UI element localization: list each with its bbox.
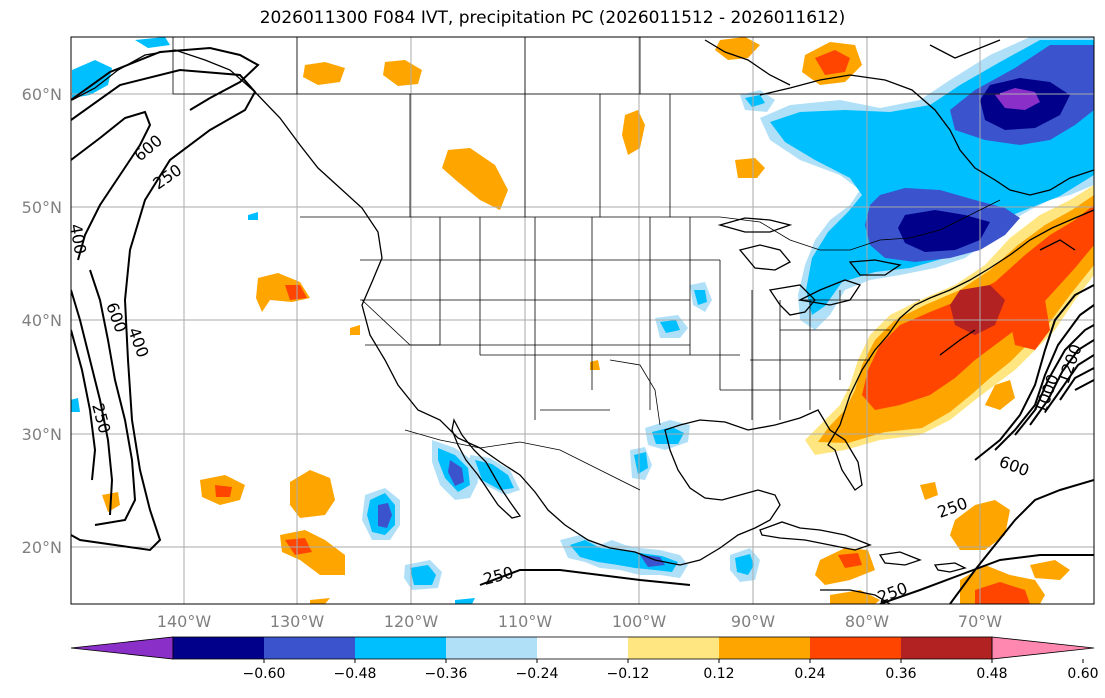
lon-label-80: 80°W bbox=[845, 612, 889, 631]
colorbar-swatch bbox=[628, 637, 720, 659]
colorbar-tick-label: −0.12 bbox=[607, 666, 650, 682]
lon-label-70: 70°W bbox=[958, 612, 1002, 631]
colorbar-swatch bbox=[355, 637, 447, 659]
lon-label-90: 90°W bbox=[731, 612, 775, 631]
colorbar-tick-label: 0.36 bbox=[885, 666, 916, 682]
colorbar: −0.60 −0.48 −0.36 −0.24 −0.12 0.12 0.24 0.36 0.4… bbox=[70, 636, 1099, 682]
colorbar-swatch bbox=[719, 637, 811, 659]
map-frame bbox=[70, 36, 1095, 605]
colorbar-swatch bbox=[264, 637, 356, 659]
precip-negative-northeast bbox=[760, 37, 1094, 330]
colorbar-tick-label: 0.24 bbox=[794, 666, 825, 682]
colorbar-extend-low bbox=[70, 636, 174, 660]
lat-label-50: 50°N bbox=[22, 198, 62, 217]
colorbar-swatch bbox=[446, 637, 538, 659]
colorbar-tick-label: −0.60 bbox=[243, 666, 286, 682]
colorbar-swatch bbox=[810, 637, 902, 659]
colorbar-tick-label: −0.36 bbox=[425, 666, 468, 682]
colorbar-extend-high bbox=[991, 636, 1095, 660]
lat-label-20: 20°N bbox=[22, 538, 62, 557]
lat-label-40: 40°N bbox=[22, 311, 62, 330]
latitude-labels: 60°N 50°N 40°N 30°N 20°N bbox=[22, 85, 62, 557]
lon-label-110: 110°W bbox=[498, 612, 553, 631]
political-borders bbox=[172, 37, 1001, 491]
lat-label-30: 30°N bbox=[22, 425, 62, 444]
colorbar-swatch bbox=[901, 637, 993, 659]
lon-label-140: 140°W bbox=[157, 612, 212, 631]
map-title: 2026011300 F084 IVT, precipitation PC (2… bbox=[259, 8, 846, 28]
colorbar-tick-label: −0.48 bbox=[334, 666, 377, 682]
longitude-labels: 140°W 130°W 120°W 110°W 100°W 90°W 80°W … bbox=[157, 612, 1002, 631]
lon-label-120: 120°W bbox=[384, 612, 439, 631]
ivt-contours bbox=[71, 46, 1094, 604]
colorbar-swatch bbox=[173, 637, 265, 659]
colorbar-tick-label: −0.24 bbox=[516, 666, 559, 682]
lon-label-130: 130°W bbox=[270, 612, 325, 631]
contour-label-400-west: 400 bbox=[66, 222, 90, 255]
colorbar-outline bbox=[172, 636, 993, 660]
map-area: 600 250 400 600 400 250 250 250 250 600 … bbox=[66, 37, 1094, 604]
colorbar-tick-label: 0.12 bbox=[703, 666, 734, 682]
lon-label-100: 100°W bbox=[612, 612, 667, 631]
coastlines bbox=[71, 39, 1094, 604]
colorbar-tick-label: 0.60 bbox=[1067, 666, 1098, 682]
colorbar-tick-label: 0.48 bbox=[976, 666, 1007, 682]
colorbar-swatch bbox=[537, 637, 629, 659]
lat-label-60: 60°N bbox=[22, 85, 62, 104]
